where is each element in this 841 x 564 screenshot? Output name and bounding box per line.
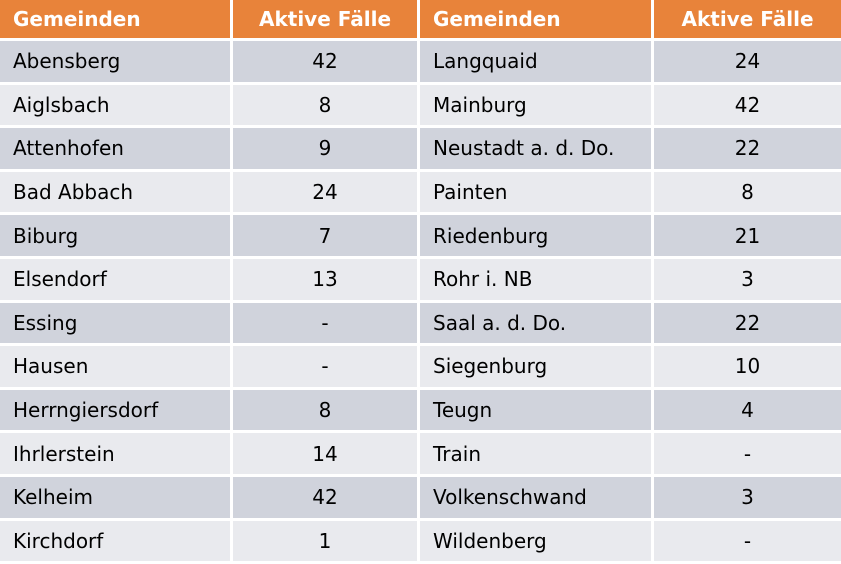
header-municipality-right: Gemeinden xyxy=(420,0,654,41)
municipality-name-cell: Mainburg xyxy=(420,84,654,129)
table-row: Kelheim 42 Volkenschwand 3 xyxy=(0,476,841,521)
active-cases-cell: 8 xyxy=(654,171,841,216)
table-row: Biburg 7 Riedenburg 21 xyxy=(0,215,841,259)
active-cases-cell: - xyxy=(654,433,841,477)
header-active-cases-right: Aktive Fälle xyxy=(654,0,841,41)
municipality-name-cell: Kelheim xyxy=(0,476,233,521)
active-cases-cell: 21 xyxy=(654,215,841,259)
municipality-name-cell: Ihrlerstein xyxy=(0,433,233,477)
municipality-name-cell: Bad Abbach xyxy=(0,171,233,216)
table-row: Elsendorf 13 Rohr i. NB 3 xyxy=(0,258,841,303)
active-cases-cell: 42 xyxy=(233,41,420,85)
table-row: Herrngiersdorf 8 Teugn 4 xyxy=(0,389,841,434)
active-cases-cell: 24 xyxy=(233,171,420,216)
municipality-name-cell: Kirchdorf xyxy=(0,520,233,564)
table-row: Attenhofen 9 Neustadt a. d. Do. 22 xyxy=(0,128,841,172)
active-cases-cell: - xyxy=(233,346,420,390)
active-cases-cell: 3 xyxy=(654,258,841,303)
active-cases-cell: 1 xyxy=(233,520,420,564)
active-cases-cell: 3 xyxy=(654,476,841,521)
active-cases-cell: - xyxy=(654,520,841,564)
municipality-name-cell: Riedenburg xyxy=(420,215,654,259)
municipality-name-cell: Teugn xyxy=(420,389,654,434)
active-cases-cell: 9 xyxy=(233,128,420,172)
table-row: Aiglsbach 8 Mainburg 42 xyxy=(0,84,841,129)
municipality-name-cell: Herrngiersdorf xyxy=(0,389,233,434)
table-row: Essing - Saal a. d. Do. 22 xyxy=(0,302,841,347)
table-row: Bad Abbach 24 Painten 8 xyxy=(0,171,841,216)
municipality-name-cell: Abensberg xyxy=(0,41,233,85)
municipality-name-cell: Essing xyxy=(0,302,233,347)
active-cases-cell: 42 xyxy=(654,84,841,129)
municipality-name-cell: Siegenburg xyxy=(420,346,654,390)
active-cases-cell: 8 xyxy=(233,84,420,129)
municipality-name-cell: Hausen xyxy=(0,346,233,390)
table-row: Kirchdorf 1 Wildenberg - xyxy=(0,520,841,564)
active-cases-cell: 10 xyxy=(654,346,841,390)
table-body: Abensberg 42 Langquaid 24 Aiglsbach 8 Mainburg… xyxy=(0,41,841,564)
municipality-name-cell: Neustadt a. d. Do. xyxy=(420,128,654,172)
active-cases-cell: 14 xyxy=(233,433,420,477)
municipality-name-cell: Train xyxy=(420,433,654,477)
municipality-name-cell: Wildenberg xyxy=(420,520,654,564)
active-cases-cell: 4 xyxy=(654,389,841,434)
municipality-name-cell: Langquaid xyxy=(420,41,654,85)
table-header-row: Gemeinden Aktive Fälle Gemeinden Aktive … xyxy=(0,0,841,41)
header-municipality-left: Gemeinden xyxy=(0,0,233,41)
active-cases-cell: 13 xyxy=(233,258,420,303)
municipality-name-cell: Attenhofen xyxy=(0,128,233,172)
municipality-name-cell: Rohr i. NB xyxy=(420,258,654,303)
active-cases-cell: 7 xyxy=(233,215,420,259)
municipality-name-cell: Volkenschwand xyxy=(420,476,654,521)
active-cases-cell: 42 xyxy=(233,476,420,521)
municipality-name-cell: Saal a. d. Do. xyxy=(420,302,654,347)
active-cases-cell: - xyxy=(233,302,420,347)
active-cases-cell: 22 xyxy=(654,302,841,347)
municipality-name-cell: Biburg xyxy=(0,215,233,259)
municipality-name-cell: Elsendorf xyxy=(0,258,233,303)
header-active-cases-left: Aktive Fälle xyxy=(233,0,420,41)
active-cases-cell: 22 xyxy=(654,128,841,172)
table-row: Hausen - Siegenburg 10 xyxy=(0,346,841,390)
active-cases-cell: 8 xyxy=(233,389,420,434)
municipality-name-cell: Aiglsbach xyxy=(0,84,233,129)
municipality-name-cell: Painten xyxy=(420,171,654,216)
table-row: Ihrlerstein 14 Train - xyxy=(0,433,841,477)
table-row: Abensberg 42 Langquaid 24 xyxy=(0,41,841,85)
active-cases-cell: 24 xyxy=(654,41,841,85)
